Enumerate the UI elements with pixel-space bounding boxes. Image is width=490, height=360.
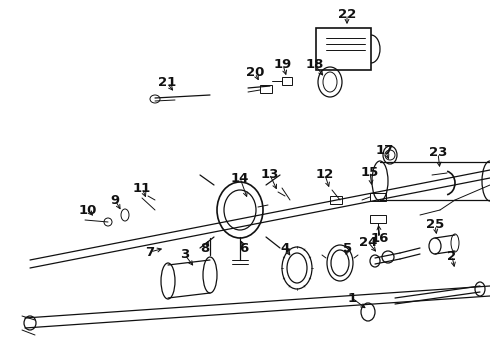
Text: 1: 1 bbox=[347, 292, 357, 305]
Text: 24: 24 bbox=[359, 235, 377, 248]
Text: 19: 19 bbox=[274, 58, 292, 72]
Text: 16: 16 bbox=[371, 231, 389, 244]
Bar bbox=[282, 77, 292, 85]
Text: 4: 4 bbox=[280, 242, 290, 255]
Text: 6: 6 bbox=[240, 242, 248, 255]
Bar bbox=[316, 28, 371, 70]
Bar bbox=[370, 193, 386, 201]
Text: 21: 21 bbox=[158, 77, 176, 90]
Text: 3: 3 bbox=[180, 248, 190, 261]
Text: 10: 10 bbox=[79, 203, 97, 216]
Text: 17: 17 bbox=[376, 144, 394, 157]
Text: 20: 20 bbox=[246, 67, 264, 80]
Text: 7: 7 bbox=[146, 246, 154, 258]
Text: 9: 9 bbox=[110, 194, 120, 207]
Text: 14: 14 bbox=[231, 171, 249, 184]
Bar bbox=[260, 85, 272, 93]
Text: 8: 8 bbox=[200, 242, 210, 255]
Text: 22: 22 bbox=[338, 8, 356, 21]
Text: 13: 13 bbox=[261, 168, 279, 181]
Text: 15: 15 bbox=[361, 166, 379, 179]
Bar bbox=[330, 196, 342, 204]
Text: 18: 18 bbox=[306, 58, 324, 72]
Text: 11: 11 bbox=[133, 181, 151, 194]
Bar bbox=[370, 215, 386, 223]
Text: 12: 12 bbox=[316, 168, 334, 181]
Text: 25: 25 bbox=[426, 219, 444, 231]
Text: 2: 2 bbox=[447, 249, 457, 262]
Text: 5: 5 bbox=[343, 242, 353, 255]
Text: 23: 23 bbox=[429, 147, 447, 159]
